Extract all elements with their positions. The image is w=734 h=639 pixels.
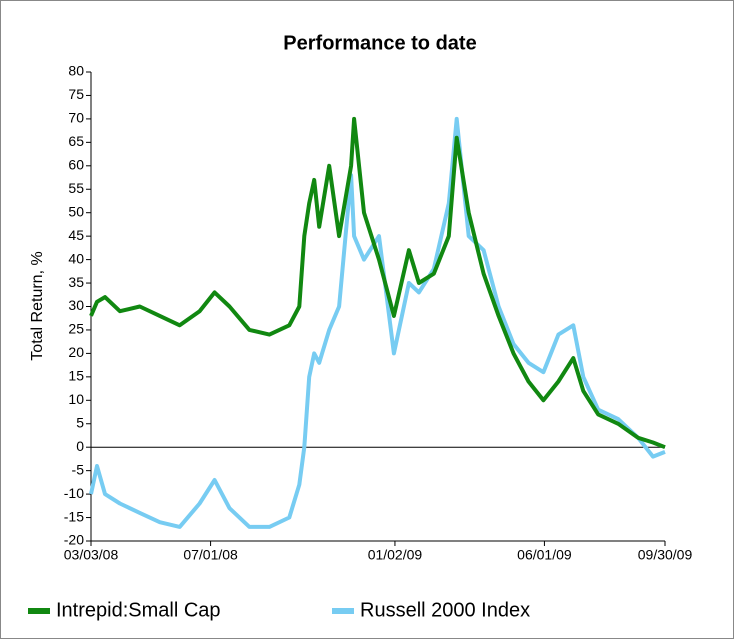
y-tick-label: 10 — [68, 391, 84, 407]
x-tick-label: 07/01/08 — [183, 547, 238, 563]
x-tick-label: 06/01/09 — [517, 547, 572, 563]
y-tick-label: -5 — [72, 461, 85, 477]
x-tick-label: 01/02/09 — [368, 547, 423, 563]
y-tick-label: 35 — [68, 274, 84, 290]
legend-label: Russell 2000 Index — [360, 599, 530, 621]
legend-swatch — [332, 608, 354, 614]
series-line — [89, 116, 666, 450]
y-tick-label: 60 — [68, 157, 84, 173]
y-tick-label: 55 — [68, 180, 84, 196]
y-tick-label: 0 — [76, 438, 84, 454]
y-tick-label: 75 — [68, 86, 84, 102]
y-tick-label: 15 — [68, 368, 84, 384]
x-tick-label: 09/30/09 — [638, 547, 693, 563]
y-tick-label: 65 — [68, 133, 84, 149]
y-tick-label: -10 — [64, 485, 84, 501]
legend-label: Intrepid:Small Cap — [56, 599, 221, 621]
y-tick-label: -20 — [64, 532, 84, 548]
y-tick-label: 70 — [68, 110, 84, 126]
y-tick-label: -15 — [64, 508, 84, 524]
y-axis-label: Total Return, % — [29, 251, 46, 360]
y-tick-label: 50 — [68, 203, 84, 219]
legend-swatch — [28, 608, 50, 614]
y-tick-label: 30 — [68, 297, 84, 313]
y-tick-label: 5 — [76, 414, 84, 430]
y-tick-label: 45 — [68, 227, 84, 243]
y-tick-label: 40 — [68, 250, 84, 266]
series-line — [89, 116, 666, 529]
y-tick-label: 25 — [68, 321, 84, 337]
y-tick-label: 80 — [68, 63, 84, 79]
y-tick-label: 20 — [68, 344, 84, 360]
x-tick-label: 03/03/08 — [64, 547, 119, 563]
chart-title: Performance to date — [283, 32, 476, 54]
